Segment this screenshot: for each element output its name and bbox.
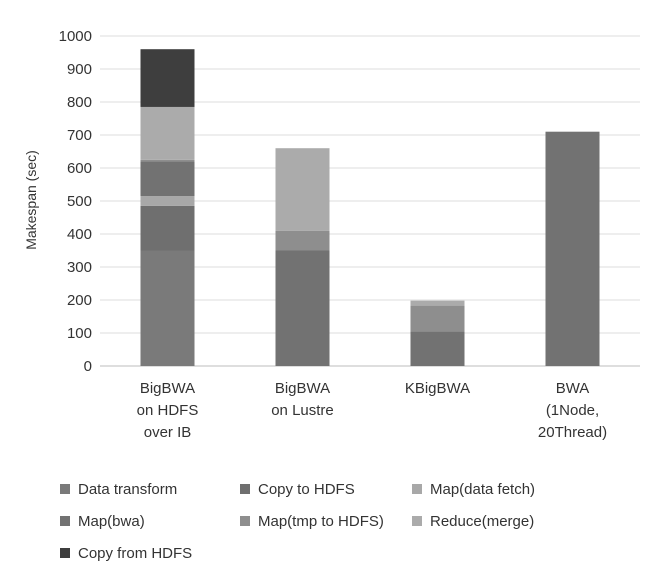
bar-segment	[410, 331, 465, 366]
legend-swatch	[240, 516, 250, 526]
y-tick-label: 400	[67, 226, 92, 243]
bar-segment	[410, 305, 465, 332]
x-category-label: BigBWA	[140, 380, 195, 397]
legend-item: Map(tmp to HDFS)	[240, 510, 384, 532]
x-category-label: (1Node,	[546, 402, 599, 419]
legend-swatch	[240, 484, 250, 494]
bar-segment	[140, 49, 195, 107]
bar-segment	[275, 230, 330, 251]
legend-swatch	[412, 516, 422, 526]
y-tick-label: 500	[67, 193, 92, 210]
y-tick-label: 600	[67, 160, 92, 177]
legend-swatch	[60, 516, 70, 526]
y-tick-label: 100	[67, 325, 92, 342]
x-category-label: KBigBWA	[405, 380, 470, 397]
x-category-label: on Lustre	[271, 402, 334, 419]
legend-label: Copy to HDFS	[258, 480, 355, 498]
bar-segment	[140, 205, 195, 251]
legend-label: Copy from HDFS	[78, 544, 193, 562]
legend-item: Data transform	[60, 478, 177, 500]
y-tick-label: 200	[67, 292, 92, 309]
y-axis-ticks: 0 100 200 300 400 500 600 700 800 900 1000	[59, 28, 92, 375]
x-category-label: over IB	[144, 424, 192, 441]
y-tick-label: 0	[84, 358, 92, 375]
legend-item: Copy to HDFS	[240, 478, 355, 500]
bar-segment	[140, 106, 195, 160]
legend-label: Map(tmp to HDFS)	[258, 512, 384, 530]
x-category-label: 20Thread)	[538, 424, 607, 441]
legend-label: Data transform	[78, 480, 178, 498]
bar-segment	[140, 250, 195, 366]
y-tick-label: 900	[67, 61, 92, 78]
legend-swatch	[412, 484, 422, 494]
legend-label: Map(data fetch)	[430, 480, 536, 498]
bar-segment	[140, 196, 195, 206]
bar-segment	[275, 148, 330, 231]
legend-swatch	[60, 484, 70, 494]
legend-item: Map(data fetch)	[412, 478, 535, 500]
legend-swatch	[60, 548, 70, 558]
legend-item: Map(bwa)	[60, 510, 145, 532]
bar-segment	[545, 131, 600, 366]
x-category-label: BigBWA	[275, 380, 330, 397]
stacked-bar-chart: 0 100 200 300 400 500 600 700 800 900 1000 BigBWA o…	[23, 28, 640, 441]
bar-segment	[275, 250, 330, 366]
legend-item: Copy from HDFS	[60, 542, 192, 564]
x-axis-categories: BigBWA on HDFS over IB BigBWA on Lustre KBigB…	[137, 380, 607, 441]
y-tick-label: 1000	[59, 28, 92, 45]
y-tick-label: 700	[67, 127, 92, 144]
y-tick-label: 800	[67, 94, 92, 111]
bar-segment	[140, 159, 195, 162]
legend-label: Map(bwa)	[78, 512, 145, 530]
y-axis-label: Makespan (sec)	[23, 150, 39, 250]
legend-label: Reduce(merge)	[430, 512, 535, 530]
bar-segment	[410, 300, 465, 306]
bars	[140, 49, 600, 366]
legend-item: Reduce(merge)	[412, 510, 534, 532]
x-category-label: on HDFS	[137, 402, 199, 419]
y-tick-label: 300	[67, 259, 92, 276]
x-category-label: BWA	[556, 380, 590, 397]
bar-segment	[140, 161, 195, 197]
